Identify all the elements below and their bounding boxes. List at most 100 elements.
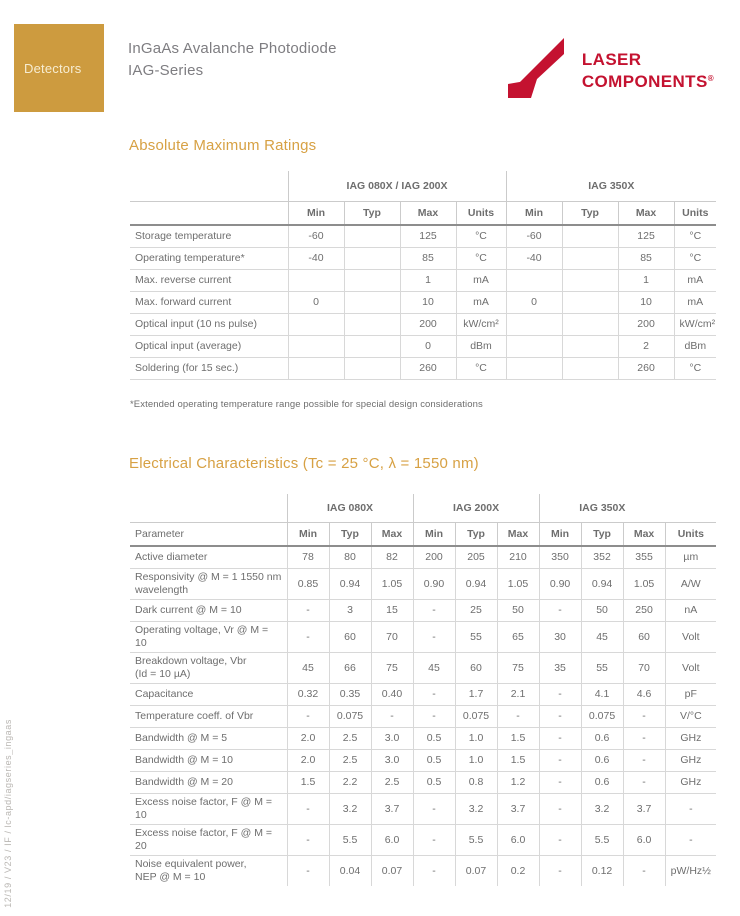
table-cell: °C [455, 247, 507, 270]
table-cell: °C [673, 247, 717, 270]
table-cell: -60 [505, 225, 563, 248]
table-cell [287, 313, 344, 336]
table-cell: 1.05 [622, 568, 666, 600]
table-cell [561, 335, 619, 358]
row-label: Temperature coeff. of Vbr [130, 705, 287, 728]
table-cell: Volt [664, 621, 717, 653]
table-cell: 66 [328, 652, 371, 684]
table-cell: 352 [580, 546, 624, 569]
table-cell [561, 291, 619, 314]
row-label: Operating voltage, Vr @ M = 10 [130, 621, 287, 653]
table-cell: - [538, 727, 582, 750]
parameter-column-header [130, 201, 288, 226]
table-cell: 82 [370, 546, 414, 569]
table-subheader-row: Min Typ Max Units Min Typ Max Units [130, 201, 717, 226]
table-cell: GHz [664, 771, 717, 794]
table-cell: 70 [370, 621, 414, 653]
table-cell [287, 357, 344, 380]
row-label: Operating temperature* [130, 247, 288, 270]
column-header: Typ [454, 522, 498, 547]
column-group-header: IAG 350X [538, 494, 666, 523]
table-row: Operating voltage, Vr @ M = 10-60 70-55 65… [130, 621, 717, 653]
table-cell: µm [664, 546, 717, 569]
table-cell: 2.5 [370, 771, 414, 794]
table-cell: - [538, 749, 582, 772]
table-cell [505, 313, 563, 336]
table-cell: - [412, 824, 456, 856]
table-cell: - [412, 621, 456, 653]
registered-mark: ® [707, 74, 714, 83]
column-header: Typ [343, 201, 400, 226]
table-cell: 1.05 [496, 568, 540, 600]
table-row: Optical input (average) 0 dBm 2 dBm [130, 335, 717, 358]
section-heading-electrical-characteristics: Electrical Characteristics (Tc = 25 °C, … [129, 455, 479, 472]
table-cell: 1.0 [454, 749, 498, 772]
table-cell [561, 313, 619, 336]
table-cell: - [538, 793, 582, 825]
table-cell: 4.1 [580, 683, 624, 706]
table-cell: 260 [617, 357, 675, 380]
table-row: Bandwidth @ M = 20 1.5 2.2 2.5 0.5 0.8 1.2-0.6… [130, 771, 717, 794]
table-cell: 15 [370, 599, 414, 622]
table-cell: °C [455, 357, 507, 380]
table-cell: - [538, 599, 582, 622]
table-cell: 3.7 [496, 793, 540, 825]
footnote: *Extended operating temperature range po… [130, 399, 483, 410]
table-cell: - [538, 705, 582, 728]
table-cell [343, 225, 400, 248]
column-group-header: IAG 080X [286, 494, 414, 523]
table-cell: 1.5 [496, 749, 540, 772]
table-cell: 3 [328, 599, 371, 622]
table-cell: 0.6 [580, 771, 624, 794]
table-cell: 0.07 [370, 855, 414, 886]
column-header: Max [617, 201, 675, 226]
table-cell: 75 [370, 652, 414, 684]
column-header: Min [412, 522, 456, 547]
table-row: Active diameter 78 80 82 200 205 210 350 352 355 µ… [130, 546, 717, 569]
table-cell: - [538, 771, 582, 794]
row-label: Dark current @ M = 10 [130, 599, 287, 622]
table-cell: 0.075 [328, 705, 371, 728]
table-cell: 60 [328, 621, 371, 653]
table-cell: - [286, 599, 329, 622]
table-cell: 260 [399, 357, 456, 380]
table-cell: - [538, 683, 582, 706]
table-cell: 3.2 [454, 793, 498, 825]
table-cell: - [622, 749, 666, 772]
table-cell: A/W [664, 568, 717, 600]
column-header: Units [673, 201, 717, 226]
column-header: Max [399, 201, 456, 226]
table-cell: 200 [399, 313, 456, 336]
column-header: Units [664, 522, 717, 547]
table-cell: 0.075 [454, 705, 498, 728]
column-header: Units [455, 201, 507, 226]
logo-line-1: LASER [581, 50, 642, 69]
blank-cell [665, 494, 717, 523]
column-header: Min [286, 522, 329, 547]
table-cell: kW/cm² [673, 313, 717, 336]
table-cell: - [286, 705, 329, 728]
table-cell [343, 357, 400, 380]
table-cell: °C [673, 225, 717, 248]
table-cell [505, 357, 563, 380]
table-cell: 210 [496, 546, 540, 569]
table-cell: 10 [399, 291, 456, 314]
document-revision-note: 12/19 / V23 / IF / lc-apd/iagseries_inga… [3, 719, 13, 908]
table-cell: 85 [399, 247, 456, 270]
table-cell: 60 [622, 621, 666, 653]
table-cell: 50 [580, 599, 624, 622]
table-cell: -40 [287, 247, 344, 270]
table-cell: 250 [622, 599, 666, 622]
table-row: Breakdown voltage, Vbr (Id = 10 µA) 45 66 7… [130, 652, 717, 684]
table-subheader-row: Parameter Min Typ Max Min Typ Max Min Typ Max Unit… [130, 522, 717, 547]
table-cell: 3.2 [328, 793, 371, 825]
column-header: Typ [561, 201, 619, 226]
table-cell [343, 269, 400, 292]
table-cell: 3.7 [370, 793, 414, 825]
table-cell [505, 269, 563, 292]
column-group-header: IAG 200X [412, 494, 540, 523]
table-cell: - [622, 771, 666, 794]
category-badge: Detectors [14, 24, 104, 112]
table-cell: 4.6 [622, 683, 666, 706]
table-cell: 1.2 [496, 771, 540, 794]
